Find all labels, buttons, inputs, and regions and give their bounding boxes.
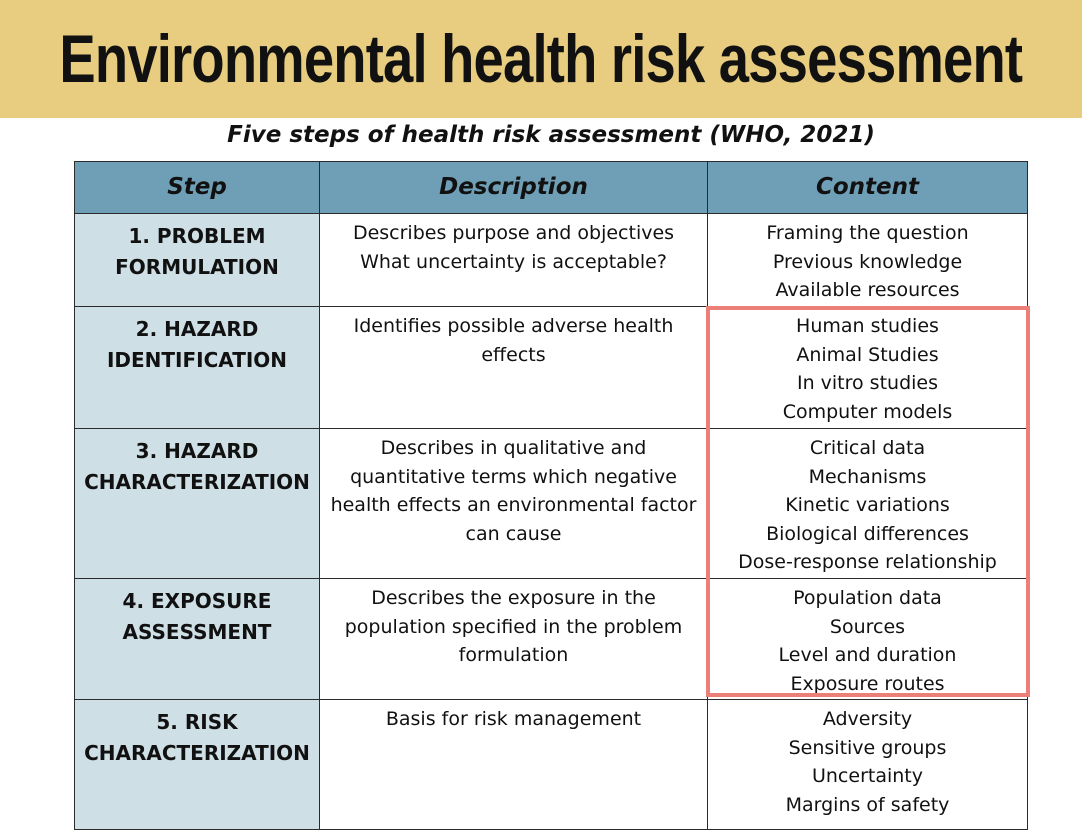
description-cell: Describes in qualitative and quantitativ…	[319, 428, 708, 579]
description-line: can cause	[465, 522, 562, 545]
description-cell: Identifies possible adverse health effec…	[319, 306, 708, 429]
content-item: Available resources	[775, 279, 960, 301]
table-header-row: Step Description Content	[74, 161, 1028, 214]
title-banner	[0, 0, 1082, 118]
content-item: Adversity	[822, 708, 913, 730]
content-item: Kinetic variations	[785, 494, 950, 516]
content-cell: Framing the question Previous knowledge …	[707, 213, 1028, 307]
table-row: 3. HAZARD CHARACTERIZATION Describes in …	[74, 428, 1028, 579]
step-label: CHARACTERIZATION	[84, 470, 310, 494]
description-line: effects	[481, 343, 546, 366]
description-line: Describes purpose and objectives	[352, 222, 675, 244]
description-line: population specified in the problem	[344, 615, 683, 638]
step-cell: 4. EXPOSURE ASSESSMENT	[74, 578, 320, 700]
description-line: Basis for risk management	[385, 708, 642, 730]
step-label: 1. PROBLEM	[128, 224, 266, 248]
content-cell: Population data Sources Level and durati…	[707, 578, 1028, 700]
content-item: Sensitive groups	[788, 736, 947, 759]
description-cell: Describes purpose and objectives What un…	[319, 213, 708, 307]
table-row: 2. HAZARD IDENTIFICATION Identifies poss…	[74, 306, 1028, 429]
content-item: Critical data	[809, 437, 926, 459]
content-item: Computer models	[782, 400, 953, 423]
step-cell: 1. PROBLEM FORMULATION	[74, 213, 320, 307]
content-item: Level and duration	[778, 644, 957, 666]
page-title-text: Environmental health risk assessment	[59, 21, 1024, 97]
step-label: IDENTIFICATION	[106, 348, 288, 372]
column-header-description: Description	[319, 161, 708, 214]
description-line: quantitative terms which negative	[350, 465, 677, 488]
step-label: 3. HAZARD	[135, 439, 259, 463]
content-item: Population data	[793, 587, 942, 609]
content-item: Animal Studies	[796, 343, 939, 366]
table-row: 5. RISK CHARACTERIZATION Basis for risk …	[74, 699, 1028, 830]
step-label: 2. HAZARD	[135, 317, 259, 341]
risk-assessment-table: Step Description Content 1. PROBLEM FORM…	[74, 161, 1028, 830]
description-line: formulation	[458, 644, 569, 666]
content-item: Exposure routes	[790, 672, 945, 695]
content-cell: Adversity Sensitive groups Uncertainty M…	[707, 699, 1028, 830]
table-caption: Five steps of health risk assessment (WH…	[227, 122, 875, 148]
description-cell: Basis for risk management	[319, 699, 708, 830]
step-cell: 5. RISK CHARACTERIZATION	[74, 699, 320, 830]
step-label: CHARACTERIZATION	[84, 741, 310, 765]
step-label: FORMULATION	[115, 255, 279, 279]
content-item: Margins of safety	[785, 793, 950, 816]
content-item: Human studies	[796, 315, 939, 337]
step-label: ASSESSMENT	[122, 620, 272, 644]
description-cell: Describes the exposure in the population…	[319, 578, 708, 700]
description-line: Describes in qualitative and	[380, 437, 647, 459]
content-cell: Human studies Animal Studies In vitro st…	[707, 306, 1028, 429]
description-line: Describes the exposure in the	[371, 587, 656, 609]
table-row: 4. EXPOSURE ASSESSMENT Describes the exp…	[74, 578, 1028, 700]
content-item: Uncertainty	[811, 765, 923, 787]
page-title: Environmental health risk assessment	[0, 0, 1082, 118]
step-label: 4. EXPOSURE	[122, 589, 272, 613]
description-line: What uncertainty is acceptable?	[360, 250, 667, 273]
content-item: Mechanisms	[808, 465, 927, 488]
content-item: Dose-response relationship	[738, 551, 997, 573]
step-cell: 2. HAZARD IDENTIFICATION	[74, 306, 320, 429]
content-item: Previous knowledge	[772, 250, 963, 273]
column-header-content: Content	[707, 161, 1028, 214]
column-header-step: Step	[74, 161, 320, 214]
content-cell: Critical data Mechanisms Kinetic variati…	[707, 428, 1028, 579]
step-cell: 3. HAZARD CHARACTERIZATION	[74, 428, 320, 579]
content-item: Sources	[829, 615, 906, 638]
content-item: In vitro studies	[796, 372, 939, 394]
step-label: 5. RISK	[156, 710, 238, 734]
content-item: Framing the question	[766, 222, 969, 244]
content-item: Biological differences	[766, 522, 969, 545]
description-line: Identifies possible adverse health	[353, 315, 674, 337]
description-line: health effects an environmental factor	[330, 494, 697, 516]
table-row: 1. PROBLEM FORMULATION Describes purpose…	[74, 213, 1028, 307]
